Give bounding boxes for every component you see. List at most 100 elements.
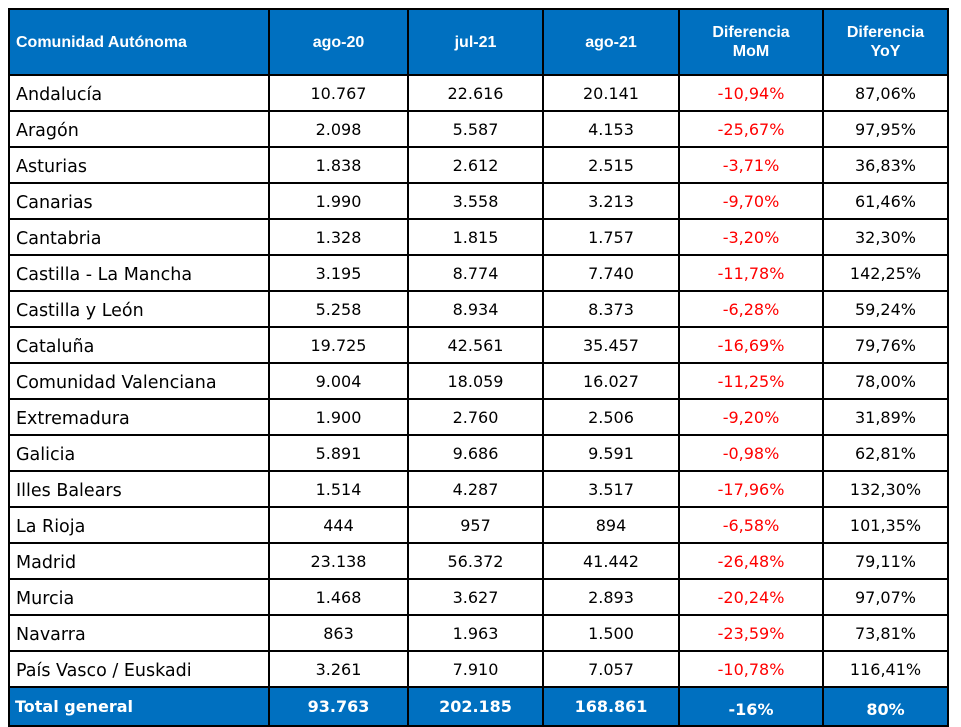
cell-comunidad: Extremadura bbox=[8, 398, 270, 436]
cell-diferencia-mom: -16,69% bbox=[678, 326, 824, 364]
header-mom-line1: Diferencia bbox=[712, 24, 790, 41]
cell-jul-21: 56.372 bbox=[407, 542, 544, 580]
cell-ago-20: 3.261 bbox=[268, 650, 409, 688]
cell-diferencia-mom: -25,67% bbox=[678, 110, 824, 148]
cell-diferencia-yoy: 116,41% bbox=[822, 650, 949, 688]
cell-ago-21: 3.517 bbox=[542, 470, 680, 508]
cell-ago-21: 2.506 bbox=[542, 398, 680, 436]
cell-jul-21: 18.059 bbox=[407, 362, 544, 400]
cell-ago-20: 1.838 bbox=[268, 146, 409, 184]
cell-diferencia-mom: -17,96% bbox=[678, 470, 824, 508]
table-row: Comunidad Valenciana 9.004 18.059 16.027 -11… bbox=[8, 362, 949, 400]
header-yoy-line1: Diferencia bbox=[846, 24, 925, 41]
total-ago-20: 93.763 bbox=[268, 686, 409, 727]
cell-diferencia-mom: -11,78% bbox=[678, 254, 824, 292]
cell-ago-20: 1.328 bbox=[268, 218, 409, 256]
cell-comunidad: Madrid bbox=[8, 542, 270, 580]
cell-diferencia-mom: -20,24% bbox=[678, 578, 824, 616]
cell-ago-20: 1.900 bbox=[268, 398, 409, 436]
header-mom-line2: MoM bbox=[732, 43, 770, 60]
header-ago-21: ago-21 bbox=[542, 8, 680, 76]
cell-diferencia-yoy: 79,76% bbox=[822, 326, 949, 364]
table-row: Andalucía 10.767 22.616 20.141 -10,94% 87,06% bbox=[8, 74, 949, 112]
header-comunidad: Comunidad Autónoma bbox=[8, 8, 270, 76]
cell-comunidad: Galicia bbox=[8, 434, 270, 472]
cell-jul-21: 8.934 bbox=[407, 290, 544, 328]
total-jul-21: 202.185 bbox=[407, 686, 544, 727]
cell-comunidad: Navarra bbox=[8, 614, 270, 652]
cell-comunidad: Cantabria bbox=[8, 218, 270, 256]
cell-ago-20: 5.891 bbox=[268, 434, 409, 472]
table-row: Cantabria 1.328 1.815 1.757 -3,20% 32,30% bbox=[8, 218, 949, 256]
cell-jul-21: 2.612 bbox=[407, 146, 544, 184]
cell-ago-21: 9.591 bbox=[542, 434, 680, 472]
cell-comunidad: Cataluña bbox=[8, 326, 270, 364]
cell-comunidad: Canarias bbox=[8, 182, 270, 220]
cell-diferencia-mom: -9,70% bbox=[678, 182, 824, 220]
cell-ago-20: 863 bbox=[268, 614, 409, 652]
cell-diferencia-mom: -23,59% bbox=[678, 614, 824, 652]
cell-diferencia-yoy: 97,95% bbox=[822, 110, 949, 148]
table-row: Aragón 2.098 5.587 4.153 -25,67% 97,95% bbox=[8, 110, 949, 148]
table-row: Extremadura 1.900 2.760 2.506 -9,20% 31,89% bbox=[8, 398, 949, 436]
cell-diferencia-yoy: 132,30% bbox=[822, 470, 949, 508]
cell-comunidad: País Vasco / Euskadi bbox=[8, 650, 270, 688]
cell-jul-21: 9.686 bbox=[407, 434, 544, 472]
table-row: Asturias 1.838 2.612 2.515 -3,71% 36,83% bbox=[8, 146, 949, 184]
cell-ago-21: 8.373 bbox=[542, 290, 680, 328]
table-row: Castilla - La Mancha 3.195 8.774 7.740 -11,7… bbox=[8, 254, 949, 292]
header-jul-21: jul-21 bbox=[407, 8, 544, 76]
cell-ago-21: 894 bbox=[542, 506, 680, 544]
cell-ago-21: 4.153 bbox=[542, 110, 680, 148]
cell-diferencia-mom: -0,98% bbox=[678, 434, 824, 472]
cell-diferencia-yoy: 142,25% bbox=[822, 254, 949, 292]
region-stats-table: Comunidad Autónoma ago-20 jul-21 ago-21 … bbox=[8, 8, 949, 727]
cell-ago-21: 7.740 bbox=[542, 254, 680, 292]
table-row: Navarra 863 1.963 1.500 -23,59% 73,81% bbox=[8, 614, 949, 652]
total-label: Total general bbox=[8, 686, 270, 727]
total-mom: -16% bbox=[678, 686, 824, 727]
cell-diferencia-mom: -26,48% bbox=[678, 542, 824, 580]
cell-comunidad: Aragón bbox=[8, 110, 270, 148]
cell-ago-20: 9.004 bbox=[268, 362, 409, 400]
total-row: Total general 93.763 202.185 168.861 -16… bbox=[8, 686, 949, 727]
cell-ago-20: 19.725 bbox=[268, 326, 409, 364]
cell-diferencia-yoy: 87,06% bbox=[822, 74, 949, 112]
cell-comunidad: Andalucía bbox=[8, 74, 270, 112]
cell-jul-21: 1.963 bbox=[407, 614, 544, 652]
table-row: Madrid 23.138 56.372 41.442 -26,48% 79,11% bbox=[8, 542, 949, 580]
total-ago-21: 168.861 bbox=[542, 686, 680, 727]
cell-diferencia-yoy: 79,11% bbox=[822, 542, 949, 580]
cell-ago-21: 3.213 bbox=[542, 182, 680, 220]
cell-diferencia-yoy: 101,35% bbox=[822, 506, 949, 544]
cell-ago-21: 35.457 bbox=[542, 326, 680, 364]
header-ago-20: ago-20 bbox=[268, 8, 409, 76]
header-yoy-line2: YoY bbox=[870, 43, 901, 60]
cell-diferencia-yoy: 73,81% bbox=[822, 614, 949, 652]
cell-diferencia-yoy: 59,24% bbox=[822, 290, 949, 328]
header-row: Comunidad Autónoma ago-20 jul-21 ago-21 … bbox=[8, 8, 949, 76]
cell-comunidad: Asturias bbox=[8, 146, 270, 184]
cell-ago-20: 5.258 bbox=[268, 290, 409, 328]
cell-ago-21: 7.057 bbox=[542, 650, 680, 688]
cell-diferencia-yoy: 31,89% bbox=[822, 398, 949, 436]
cell-jul-21: 7.910 bbox=[407, 650, 544, 688]
cell-ago-20: 23.138 bbox=[268, 542, 409, 580]
cell-ago-21: 1.757 bbox=[542, 218, 680, 256]
cell-ago-21: 20.141 bbox=[542, 74, 680, 112]
cell-jul-21: 22.616 bbox=[407, 74, 544, 112]
cell-ago-20: 444 bbox=[268, 506, 409, 544]
cell-ago-20: 1.990 bbox=[268, 182, 409, 220]
table-row: Murcia 1.468 3.627 2.893 -20,24% 97,07% bbox=[8, 578, 949, 616]
cell-ago-20: 2.098 bbox=[268, 110, 409, 148]
table-row: Castilla y León 5.258 8.934 8.373 -6,28% 59,2… bbox=[8, 290, 949, 328]
cell-ago-21: 16.027 bbox=[542, 362, 680, 400]
cell-diferencia-mom: -6,28% bbox=[678, 290, 824, 328]
cell-ago-21: 1.500 bbox=[542, 614, 680, 652]
cell-ago-20: 1.514 bbox=[268, 470, 409, 508]
cell-jul-21: 4.287 bbox=[407, 470, 544, 508]
cell-ago-21: 2.515 bbox=[542, 146, 680, 184]
table-row: País Vasco / Euskadi 3.261 7.910 7.057 -10,7… bbox=[8, 650, 949, 688]
cell-comunidad: Murcia bbox=[8, 578, 270, 616]
cell-comunidad: Castilla - La Mancha bbox=[8, 254, 270, 292]
